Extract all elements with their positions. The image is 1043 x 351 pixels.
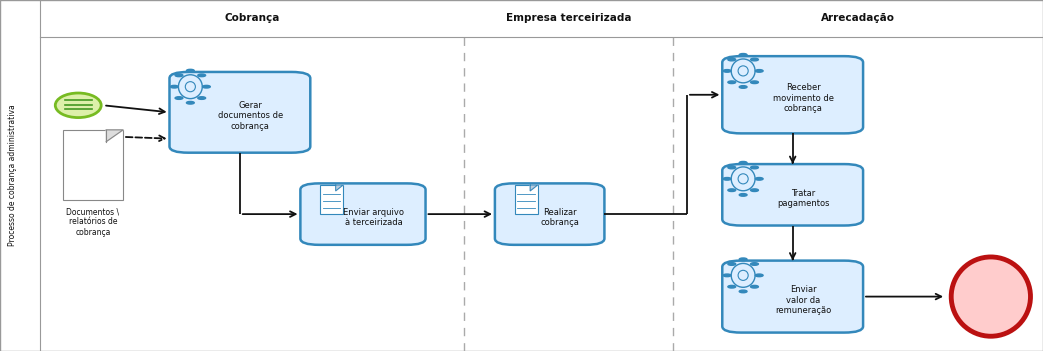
Text: Enviar arquivo
à terceirizada: Enviar arquivo à terceirizada — [343, 208, 404, 227]
Circle shape — [187, 101, 194, 104]
Circle shape — [723, 69, 731, 72]
Circle shape — [728, 285, 735, 288]
Circle shape — [755, 274, 763, 277]
Circle shape — [728, 81, 735, 84]
Circle shape — [739, 86, 747, 88]
Circle shape — [751, 166, 758, 169]
Polygon shape — [336, 185, 343, 191]
FancyBboxPatch shape — [722, 164, 863, 225]
FancyBboxPatch shape — [169, 72, 310, 153]
Circle shape — [751, 189, 758, 192]
Circle shape — [170, 85, 178, 88]
Text: Tratar
pagamentos: Tratar pagamentos — [777, 188, 829, 208]
Circle shape — [739, 194, 747, 196]
Ellipse shape — [55, 93, 101, 118]
Bar — [320, 185, 343, 214]
Bar — [63, 130, 123, 200]
Text: Arrecadação: Arrecadação — [821, 13, 895, 24]
Circle shape — [751, 81, 758, 84]
Polygon shape — [106, 130, 123, 142]
FancyBboxPatch shape — [494, 183, 605, 245]
Circle shape — [187, 69, 194, 72]
Circle shape — [751, 285, 758, 288]
FancyBboxPatch shape — [300, 183, 426, 245]
Text: Enviar
valor da
remuneração: Enviar valor da remuneração — [775, 285, 831, 315]
Circle shape — [739, 161, 747, 164]
Circle shape — [739, 290, 747, 293]
Circle shape — [723, 178, 731, 180]
Text: Documentos \
relatórios de
cobrança: Documentos \ relatórios de cobrança — [67, 207, 119, 237]
FancyBboxPatch shape — [722, 56, 863, 133]
Circle shape — [739, 258, 747, 260]
Bar — [514, 185, 537, 214]
Circle shape — [175, 97, 183, 99]
Circle shape — [728, 189, 735, 192]
Text: Empresa terceirizada: Empresa terceirizada — [506, 13, 631, 24]
Ellipse shape — [951, 257, 1030, 336]
Circle shape — [198, 97, 205, 99]
Circle shape — [755, 69, 763, 72]
Text: Gerar
documentos de
cobrança: Gerar documentos de cobrança — [218, 101, 283, 131]
Circle shape — [728, 263, 735, 265]
Circle shape — [198, 74, 205, 77]
Polygon shape — [530, 185, 537, 191]
Circle shape — [739, 53, 747, 56]
Circle shape — [202, 85, 211, 88]
Text: Realizar
cobrança: Realizar cobrança — [540, 208, 580, 227]
Circle shape — [751, 58, 758, 61]
FancyBboxPatch shape — [722, 260, 863, 333]
Text: Processo de cobrança administrativa: Processo de cobrança administrativa — [8, 105, 17, 246]
Circle shape — [728, 166, 735, 169]
Circle shape — [175, 74, 183, 77]
Circle shape — [723, 274, 731, 277]
Circle shape — [755, 178, 763, 180]
Circle shape — [728, 58, 735, 61]
Text: Receber
movimento de
cobrança: Receber movimento de cobrança — [773, 84, 833, 113]
Circle shape — [751, 263, 758, 265]
Text: Cobrança: Cobrança — [224, 13, 280, 24]
